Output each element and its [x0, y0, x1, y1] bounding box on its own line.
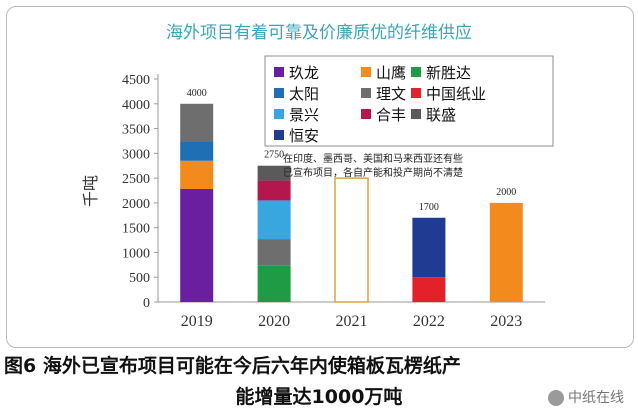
- caption-line-1: 图6 海外已宣布项目可能在今后六年内使箱板瓦楞纸产: [4, 355, 461, 377]
- legend-label: 中国纸业: [426, 85, 486, 103]
- y-tick-label: 4500: [122, 73, 150, 88]
- data-label-total: 1700: [419, 202, 439, 213]
- bar-segment-2022: [412, 277, 446, 302]
- x-tick-label: 2021: [336, 313, 368, 330]
- y-tick-label: 0: [143, 296, 150, 311]
- legend-label: 山鹰: [376, 64, 406, 82]
- legend-label: 玖龙: [289, 64, 319, 82]
- legend-swatch: [274, 67, 284, 77]
- legend-label: 联盛: [426, 106, 456, 124]
- bar-segment-2020: [257, 239, 291, 266]
- data-label-total: 2750: [264, 150, 284, 161]
- data-label-total: 2000: [496, 187, 516, 198]
- bar-segment-2019: [180, 189, 214, 302]
- bar-placeholder-2021: [334, 177, 369, 303]
- legend-swatch: [411, 88, 421, 98]
- legend-swatch: [411, 67, 421, 77]
- bar-segment-2019: [180, 141, 214, 161]
- legend-label: 合丰: [376, 106, 406, 124]
- legend-box: [264, 55, 554, 147]
- y-tick-label: 4000: [122, 98, 150, 113]
- x-tick-label: 2022: [413, 313, 445, 330]
- bar-segment-2020: [257, 200, 291, 240]
- legend-label: 理文: [376, 85, 406, 103]
- y-tick-label: 500: [129, 271, 150, 286]
- legend-swatch: [274, 130, 284, 140]
- x-tick-label: 2019: [181, 313, 213, 330]
- legend-label: 新胜达: [426, 64, 471, 82]
- legend-swatch: [361, 109, 371, 119]
- legend-swatch: [361, 67, 371, 77]
- watermark: 中纸在线: [548, 387, 624, 407]
- y-tick-label: 2500: [122, 172, 150, 187]
- y-tick-label: 3500: [122, 123, 150, 138]
- watermark-text: 中纸在线: [568, 390, 624, 406]
- legend-swatch: [274, 88, 284, 98]
- legend-swatch: [361, 88, 371, 98]
- y-tick-label: 1000: [122, 246, 150, 261]
- y-tick-label: 2000: [122, 197, 150, 212]
- legend-label: 太阳: [289, 85, 319, 103]
- y-axis-label: 千吨: [81, 175, 100, 207]
- x-tick-label: 2020: [258, 313, 290, 330]
- bar-segment-2020: [257, 165, 291, 181]
- annotation-line: 在印度、墨西哥、美国和马来西亚还有些: [283, 152, 463, 165]
- legend-swatch: [274, 109, 284, 119]
- caption-line-2: 能增量达1000万吨: [235, 386, 403, 408]
- x-tick-label: 2023: [490, 313, 522, 330]
- bar-segment-2023: [489, 202, 523, 302]
- bar-segment-2020: [257, 265, 291, 302]
- legend-swatch: [411, 109, 421, 119]
- bar-segment-2020: [257, 180, 291, 201]
- legend-label: 恒安: [289, 127, 319, 145]
- y-tick-label: 1500: [122, 222, 150, 237]
- annotation-line: 已宣布项目，各自产能和投产期尚不清楚: [283, 166, 463, 179]
- bar-segment-2019: [180, 103, 214, 142]
- y-tick-label: 3000: [122, 147, 150, 162]
- bar-segment-2019: [180, 160, 214, 190]
- chart-title: 海外项目有着可靠及价廉质优的纤维供应: [166, 23, 472, 43]
- wechat-icon: [548, 390, 564, 406]
- legend-label: 景兴: [289, 106, 319, 124]
- bar-segment-2022: [412, 217, 446, 278]
- data-label-total: 4000: [187, 88, 207, 99]
